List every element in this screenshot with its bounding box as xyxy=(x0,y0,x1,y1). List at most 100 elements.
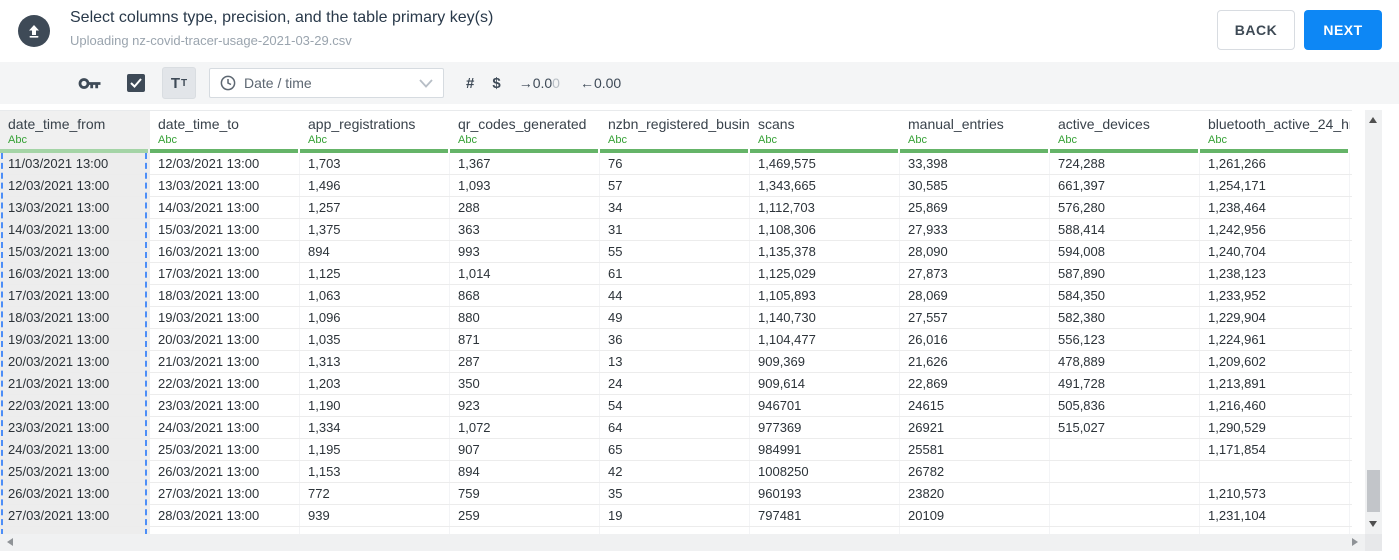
number-type-button[interactable]: # xyxy=(466,74,475,92)
table-cell[interactable] xyxy=(1200,461,1350,482)
table-cell[interactable]: 15/03/2021 13:00 xyxy=(0,241,150,262)
table-cell[interactable]: 1,224,961 xyxy=(1200,329,1350,350)
table-cell[interactable]: 1,229,904 xyxy=(1200,307,1350,328)
table-cell[interactable]: 16/03/2021 13:00 xyxy=(150,241,300,262)
table-cell[interactable]: 1,375 xyxy=(300,219,450,240)
table-cell[interactable]: 1,290,529 xyxy=(1200,417,1350,438)
table-cell[interactable]: 34 xyxy=(600,197,750,218)
table-cell[interactable]: 582,380 xyxy=(1050,307,1200,328)
table-cell[interactable]: 27,557 xyxy=(900,307,1050,328)
table-cell[interactable]: 44 xyxy=(600,285,750,306)
back-button[interactable]: BACK xyxy=(1217,10,1295,50)
table-cell[interactable]: 1008250 xyxy=(750,461,900,482)
table-cell[interactable] xyxy=(900,527,1050,534)
scroll-right-arrow-icon[interactable] xyxy=(1352,538,1358,546)
table-cell[interactable]: 1,195 xyxy=(300,439,450,460)
table-cell[interactable]: 26/03/2021 13:00 xyxy=(0,483,150,504)
table-cell[interactable]: 1,261,266 xyxy=(1200,153,1350,174)
table-cell[interactable]: 907 xyxy=(450,439,600,460)
table-cell[interactable]: 27,873 xyxy=(900,263,1050,284)
table-cell[interactable]: 28,069 xyxy=(900,285,1050,306)
table-cell[interactable]: 1,105,893 xyxy=(750,285,900,306)
table-cell[interactable] xyxy=(450,527,600,534)
table-cell[interactable]: 724,288 xyxy=(1050,153,1200,174)
table-cell[interactable]: 20109 xyxy=(900,505,1050,526)
table-cell[interactable]: 25581 xyxy=(900,439,1050,460)
column-header-date_time_from[interactable]: date_time_from Abc xyxy=(0,111,150,153)
table-cell[interactable]: 505,836 xyxy=(1050,395,1200,416)
table-cell[interactable]: 287 xyxy=(450,351,600,372)
table-cell[interactable]: 21,626 xyxy=(900,351,1050,372)
table-cell[interactable] xyxy=(1050,483,1200,504)
table-cell[interactable]: 587,890 xyxy=(1050,263,1200,284)
table-cell[interactable]: 894 xyxy=(450,461,600,482)
table-cell[interactable]: 24/03/2021 13:00 xyxy=(0,439,150,460)
table-cell[interactable] xyxy=(300,527,450,534)
table-cell[interactable]: 33,398 xyxy=(900,153,1050,174)
table-cell[interactable]: 61 xyxy=(600,263,750,284)
table-cell[interactable]: 1,343,665 xyxy=(750,175,900,196)
table-cell[interactable]: 1,125 xyxy=(300,263,450,284)
scroll-left-arrow-icon[interactable] xyxy=(7,538,13,546)
table-cell[interactable]: 909,614 xyxy=(750,373,900,394)
table-cell[interactable]: 20/03/2021 13:00 xyxy=(150,329,300,350)
table-cell[interactable]: 13/03/2021 13:00 xyxy=(0,197,150,218)
column-header-nzbn_registered_busine[interactable]: nzbn_registered_busine Abc xyxy=(600,111,750,153)
table-cell[interactable]: 28/03/2021 13:00 xyxy=(150,505,300,526)
table-cell[interactable]: 26/03/2021 13:00 xyxy=(150,461,300,482)
table-cell[interactable]: 21/03/2021 13:00 xyxy=(150,351,300,372)
table-cell[interactable]: 26782 xyxy=(900,461,1050,482)
table-cell[interactable]: 27/03/2021 13:00 xyxy=(0,505,150,526)
table-cell[interactable]: 350 xyxy=(450,373,600,394)
table-cell[interactable]: 1,096 xyxy=(300,307,450,328)
include-column-checkbox[interactable] xyxy=(127,74,145,92)
table-cell[interactable]: 1,367 xyxy=(450,153,600,174)
table-cell[interactable]: 478,889 xyxy=(1050,351,1200,372)
table-cell[interactable]: 1,171,854 xyxy=(1200,439,1350,460)
table-cell[interactable] xyxy=(150,527,300,534)
table-cell[interactable]: 1,125,029 xyxy=(750,263,900,284)
table-cell[interactable]: 939 xyxy=(300,505,450,526)
table-cell[interactable]: 24/03/2021 13:00 xyxy=(150,417,300,438)
table-cell[interactable]: 19/03/2021 13:00 xyxy=(0,329,150,350)
table-cell[interactable]: 23/03/2021 13:00 xyxy=(0,417,150,438)
table-cell[interactable]: 259 xyxy=(450,505,600,526)
table-cell[interactable]: 894 xyxy=(300,241,450,262)
table-cell[interactable] xyxy=(0,527,150,534)
table-cell[interactable]: 923 xyxy=(450,395,600,416)
table-cell[interactable]: 27/03/2021 13:00 xyxy=(150,483,300,504)
table-cell[interactable]: 363 xyxy=(450,219,600,240)
table-cell[interactable]: 1,238,464 xyxy=(1200,197,1350,218)
table-cell[interactable]: 20/03/2021 13:00 xyxy=(0,351,150,372)
table-cell[interactable]: 1,703 xyxy=(300,153,450,174)
table-cell[interactable]: 1,210,573 xyxy=(1200,483,1350,504)
column-header-qr_codes_generated[interactable]: qr_codes_generated Abc xyxy=(450,111,600,153)
column-header-manual_entries[interactable]: manual_entries Abc xyxy=(900,111,1050,153)
table-cell[interactable]: 1,135,378 xyxy=(750,241,900,262)
table-cell[interactable]: 21/03/2021 13:00 xyxy=(0,373,150,394)
table-cell[interactable]: 1,469,575 xyxy=(750,153,900,174)
table-cell[interactable]: 880 xyxy=(450,307,600,328)
table-cell[interactable]: 24615 xyxy=(900,395,1050,416)
table-cell[interactable]: 1,233,952 xyxy=(1200,285,1350,306)
table-cell[interactable]: 1,190 xyxy=(300,395,450,416)
table-cell[interactable]: 984991 xyxy=(750,439,900,460)
table-cell[interactable]: 1,203 xyxy=(300,373,450,394)
table-cell[interactable]: 868 xyxy=(450,285,600,306)
vertical-scrollbar-thumb[interactable] xyxy=(1367,470,1380,512)
table-cell[interactable]: 1,093 xyxy=(450,175,600,196)
table-cell[interactable]: 1,334 xyxy=(300,417,450,438)
table-cell[interactable]: 23/03/2021 13:00 xyxy=(150,395,300,416)
table-cell[interactable]: 1,014 xyxy=(450,263,600,284)
table-cell[interactable]: 1,216,460 xyxy=(1200,395,1350,416)
horizontal-scrollbar[interactable] xyxy=(0,534,1365,551)
table-cell[interactable]: 515,027 xyxy=(1050,417,1200,438)
table-cell[interactable]: 960193 xyxy=(750,483,900,504)
column-header-date_time_to[interactable]: date_time_to Abc xyxy=(150,111,300,153)
table-cell[interactable]: 31 xyxy=(600,219,750,240)
table-cell[interactable]: 661,397 xyxy=(1050,175,1200,196)
table-cell[interactable]: 946701 xyxy=(750,395,900,416)
table-cell[interactable]: 772 xyxy=(300,483,450,504)
table-cell[interactable]: 26,016 xyxy=(900,329,1050,350)
